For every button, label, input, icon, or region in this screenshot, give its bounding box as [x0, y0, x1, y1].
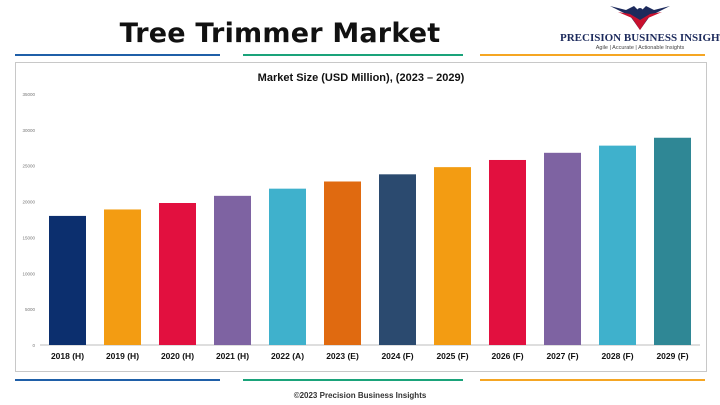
bar-2026-f	[489, 159, 526, 345]
y-tick-label: 0	[32, 343, 35, 348]
logo-company-name: PRECISION BUSINESS INSIGHTS	[560, 32, 720, 44]
bar-2024-f	[379, 174, 416, 345]
x-tick-label: 2028 (F)	[601, 351, 633, 361]
x-tick-label: 2022 (A)	[271, 351, 304, 361]
header-divider-blue	[15, 54, 220, 56]
bar-2020-h	[159, 203, 196, 345]
bar-2023-e	[324, 181, 361, 345]
x-tick-label: 2023 (E)	[326, 351, 359, 361]
copyright-footer: ©2023 Precision Business Insights	[293, 391, 427, 400]
eagle-logo-icon	[610, 6, 670, 30]
footer-divider-orange	[480, 379, 705, 381]
x-tick-label: 2027 (F)	[546, 351, 578, 361]
company-logo: PRECISION BUSINESS INSIGHTS Agile | Accu…	[560, 2, 720, 56]
x-tick-label: 2019 (H)	[106, 351, 139, 361]
x-tick-label: 2024 (F)	[381, 351, 413, 361]
y-tick-label: 10000	[22, 271, 35, 276]
x-tick-label: 2025 (F)	[436, 351, 468, 361]
bar-2021-h	[214, 195, 251, 345]
page-title: Tree Trimmer Market	[119, 18, 441, 49]
header-divider-green	[243, 54, 463, 56]
bar-2022-a	[269, 188, 306, 345]
x-tick-label: 2029 (F)	[656, 351, 688, 361]
y-tick-label: 30000	[22, 128, 35, 133]
y-tick-label: 25000	[22, 164, 35, 169]
y-tick-label: 5000	[25, 307, 36, 312]
x-tick-label: 2018 (H)	[51, 351, 84, 361]
y-tick-label: 20000	[22, 200, 35, 205]
logo-tagline: Agile | Accurate | Actionable Insights	[595, 45, 685, 51]
footer-divider-green	[243, 379, 463, 381]
bar-2018-h	[49, 215, 86, 345]
header-divider-orange	[480, 54, 705, 56]
y-tick-label: 15000	[22, 235, 35, 240]
x-tick-label: 2020 (H)	[161, 351, 194, 361]
chart-frame	[15, 62, 707, 372]
bar-2019-h	[104, 209, 141, 345]
x-tick-label: 2026 (F)	[491, 351, 523, 361]
footer-divider-blue	[15, 379, 220, 381]
chart-title: Market Size (USD Million), (2023 – 2029)	[257, 72, 465, 84]
x-tick-label: 2021 (H)	[216, 351, 249, 361]
bar-2028-f	[599, 145, 636, 345]
y-tick-label: 35000	[22, 92, 35, 97]
bar-2025-f	[434, 167, 471, 345]
bar-2029-f	[654, 137, 691, 345]
bar-2027-f	[544, 152, 581, 345]
